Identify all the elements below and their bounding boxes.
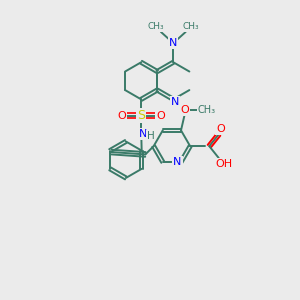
Text: H: H [147,131,154,141]
Text: O: O [216,124,225,134]
Text: O: O [180,105,189,115]
Text: CH₃: CH₃ [198,105,216,115]
Text: CH₃: CH₃ [183,22,199,32]
Text: OH: OH [215,159,232,169]
Text: CH₃: CH₃ [148,22,164,32]
Text: N: N [173,157,182,167]
Text: O: O [118,110,126,121]
Text: N: N [171,97,179,107]
Text: O: O [156,110,165,121]
Text: N: N [169,38,178,48]
Text: N: N [139,129,147,139]
Text: S: S [137,109,145,122]
